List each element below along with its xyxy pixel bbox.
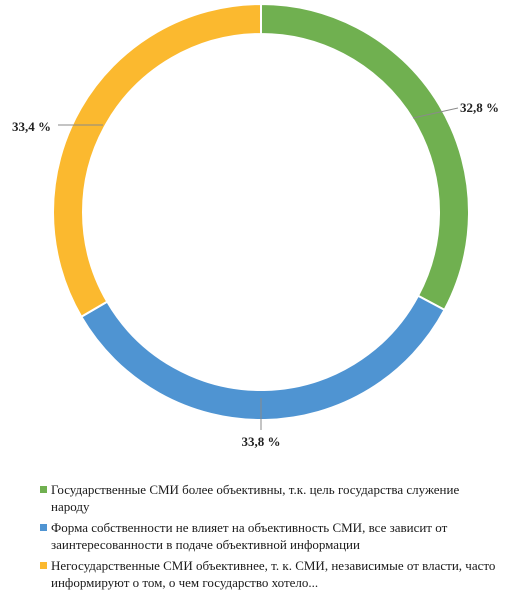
legend-item-non-state-media: Негосударственные СМИ объективнее, т. к.… bbox=[40, 557, 500, 591]
legend-swatch-ownership-form bbox=[40, 524, 47, 531]
legend: Государственные СМИ более объективны, т.… bbox=[40, 481, 500, 595]
slice-state-media-data-label: 32,8 % bbox=[460, 100, 499, 115]
donut-chart: 32,8 % 33,8 % 33,4 % bbox=[12, 2, 499, 449]
slice-state-media-leader-line bbox=[412, 107, 459, 119]
legend-label-state-media: Государственные СМИ более объективны, т.… bbox=[51, 482, 460, 514]
legend-label-ownership-form: Форма собственности не влияет на объекти… bbox=[51, 520, 448, 552]
legend-swatch-state-media bbox=[40, 486, 47, 493]
slice-non-state-media bbox=[52, 2, 262, 319]
slice-ownership-form bbox=[79, 294, 446, 421]
legend-item-ownership-form: Форма собственности не влияет на объекти… bbox=[40, 519, 500, 553]
legend-swatch-non-state-media bbox=[40, 562, 47, 569]
slice-ownership-form-data-label: 33,8 % bbox=[242, 434, 281, 449]
legend-label-non-state-media: Негосударственные СМИ объективнее, т. к.… bbox=[51, 558, 496, 590]
slice-non-state-media-data-label: 33,4 % bbox=[12, 119, 51, 134]
slice-state-media bbox=[260, 2, 470, 312]
legend-item-state-media: Государственные СМИ более объективны, т.… bbox=[40, 481, 500, 515]
